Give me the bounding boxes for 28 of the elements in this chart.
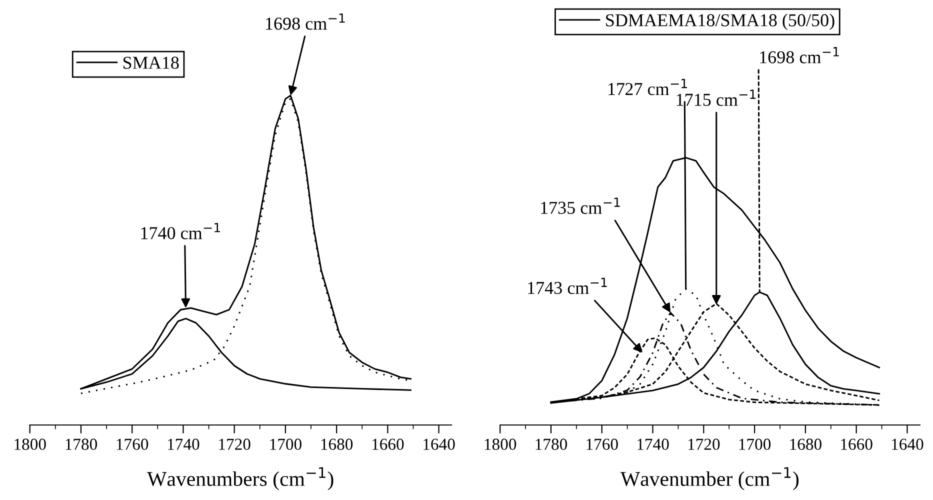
legend-label: SDMAEMA18/SMA18 (50/50) <box>606 14 834 30</box>
x-tick-label: 1660 <box>372 438 404 450</box>
x-tick-label: 1680 <box>321 438 353 450</box>
x-tick-label: 1720 <box>688 438 720 450</box>
legend-label: SMA18 <box>123 56 179 69</box>
x-tick-label: 1640 <box>424 438 455 450</box>
x-tick-label: 1760 <box>586 438 618 450</box>
x-tick-label: 1780 <box>66 438 98 450</box>
x-axis-title: Wavenumbers (cm$^{−1}$) <box>147 467 334 490</box>
x-tick-label: 1760 <box>116 438 148 450</box>
x-tick-label: 1740 <box>638 438 669 450</box>
x-tick-label: 1700 <box>270 438 302 450</box>
annotation: 1735 cm$^{−1}$ <box>541 198 620 214</box>
annotation: 1698 cm$^{−1}$ <box>266 13 345 30</box>
x-axis-title: Wavenumber (cm$^{−1}$) <box>620 467 799 490</box>
x-tick-label: 1660 <box>841 438 872 450</box>
x-tick-label: 1720 <box>219 438 250 450</box>
x-tick-label: 1800 <box>14 438 46 450</box>
annotation: 1715 cm$^{−1}$ <box>676 90 756 106</box>
annotation: 1743 cm$^{−1}$ <box>528 278 607 294</box>
x-tick-label: 1640 <box>892 438 924 450</box>
x-tick-label: 1800 <box>484 438 516 450</box>
annotation: 1698 cm$^{−1}$ <box>760 47 839 64</box>
annotation: 1740 cm$^{−1}$ <box>141 222 220 240</box>
x-tick-label: 1680 <box>790 438 822 450</box>
x-tick-label: 1740 <box>168 438 200 450</box>
x-tick-label: 1700 <box>739 438 771 450</box>
x-tick-label: 1780 <box>536 438 568 450</box>
